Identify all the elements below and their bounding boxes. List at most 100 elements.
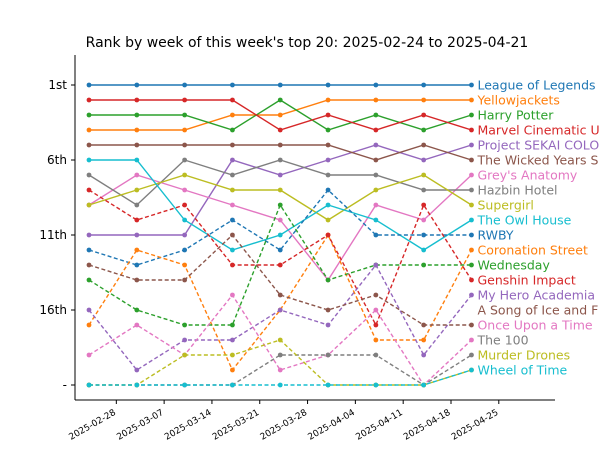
data-point (325, 142, 331, 148)
data-point (86, 232, 92, 238)
data-point (373, 82, 379, 88)
series-16 (86, 232, 474, 328)
series-13 (86, 202, 474, 328)
data-point (325, 217, 331, 223)
data-point (230, 262, 235, 268)
series-label: The Wicked Years S (476, 153, 598, 168)
data-point (373, 217, 379, 223)
data-point (134, 187, 140, 193)
data-point (86, 262, 92, 268)
data-point (373, 307, 379, 313)
data-point (134, 157, 140, 163)
data-point (230, 382, 235, 388)
data-point (277, 232, 283, 238)
data-point (134, 172, 140, 178)
data-point (230, 217, 235, 223)
data-point (134, 262, 140, 268)
data-point (182, 217, 188, 223)
series-5 (86, 142, 474, 238)
data-point (230, 142, 235, 148)
data-point (421, 262, 427, 268)
data-point (469, 172, 474, 178)
y-tick-label: - (63, 378, 67, 392)
data-point (277, 187, 283, 193)
series-label: Wheel of Time (477, 363, 567, 378)
series-label: The Owl House (476, 213, 571, 228)
data-point (230, 82, 235, 88)
data-point (469, 247, 474, 253)
series-label: A Song of Ice and F (477, 303, 598, 318)
data-point (86, 127, 92, 133)
data-point (373, 382, 379, 388)
data-point (325, 202, 331, 208)
data-point (421, 247, 427, 253)
data-point (134, 82, 140, 88)
x-tick-label: 2025-04-18 (402, 408, 453, 443)
series-6 (86, 142, 474, 163)
data-point (277, 142, 283, 148)
data-point (469, 262, 474, 268)
series-line (88, 189, 473, 327)
data-point (469, 112, 474, 118)
data-point (421, 352, 427, 358)
series-label: Yellowjackets (476, 93, 559, 108)
data-point (325, 352, 331, 358)
data-point (86, 307, 92, 313)
data-point (86, 322, 92, 328)
data-point (421, 232, 427, 238)
data-point (182, 277, 188, 283)
data-point (325, 82, 331, 88)
data-point (230, 352, 235, 358)
data-point (373, 232, 379, 238)
data-point (182, 142, 188, 148)
data-point (182, 202, 188, 208)
data-point (469, 202, 474, 208)
data-point (325, 277, 331, 283)
series-label: Hazbin Hotel (477, 183, 557, 198)
data-point (325, 382, 331, 388)
series-20 (86, 367, 474, 388)
data-point (469, 232, 474, 238)
data-point (182, 112, 188, 118)
data-point (86, 352, 92, 358)
data-point (182, 337, 188, 343)
x-tick-label: 2025-02-28 (68, 408, 119, 443)
data-point (373, 157, 379, 163)
series-label: Project SEKAI COLO (477, 138, 599, 153)
data-point (86, 277, 92, 283)
data-point (182, 262, 188, 268)
series-11 (86, 187, 474, 268)
data-point (373, 352, 379, 358)
series-label: Coronation Street (477, 243, 587, 258)
data-point (373, 112, 379, 118)
data-point (182, 172, 188, 178)
data-point (230, 292, 235, 298)
data-point (182, 382, 188, 388)
data-point (277, 82, 283, 88)
series-label: Harry Potter (477, 108, 554, 123)
data-point (469, 97, 474, 103)
data-point (421, 97, 427, 103)
series-line (88, 203, 472, 326)
data-point (421, 217, 427, 223)
data-point (373, 322, 379, 328)
data-point (421, 112, 427, 118)
y-tick-label: 11th (39, 228, 67, 242)
data-point (230, 172, 235, 178)
series-label: League of Legends (477, 78, 595, 93)
data-point (421, 172, 427, 178)
data-point (182, 82, 188, 88)
data-point (373, 127, 379, 133)
data-point (86, 247, 92, 253)
data-point (182, 232, 188, 238)
data-point (86, 157, 92, 163)
series-4 (86, 97, 474, 133)
series-19 (86, 337, 474, 388)
data-point (469, 367, 474, 373)
data-point (325, 97, 331, 103)
data-point (134, 202, 140, 208)
data-point (373, 187, 379, 193)
series-15 (86, 262, 474, 373)
data-point (134, 247, 140, 253)
y-tick-label: 6th (47, 153, 67, 167)
